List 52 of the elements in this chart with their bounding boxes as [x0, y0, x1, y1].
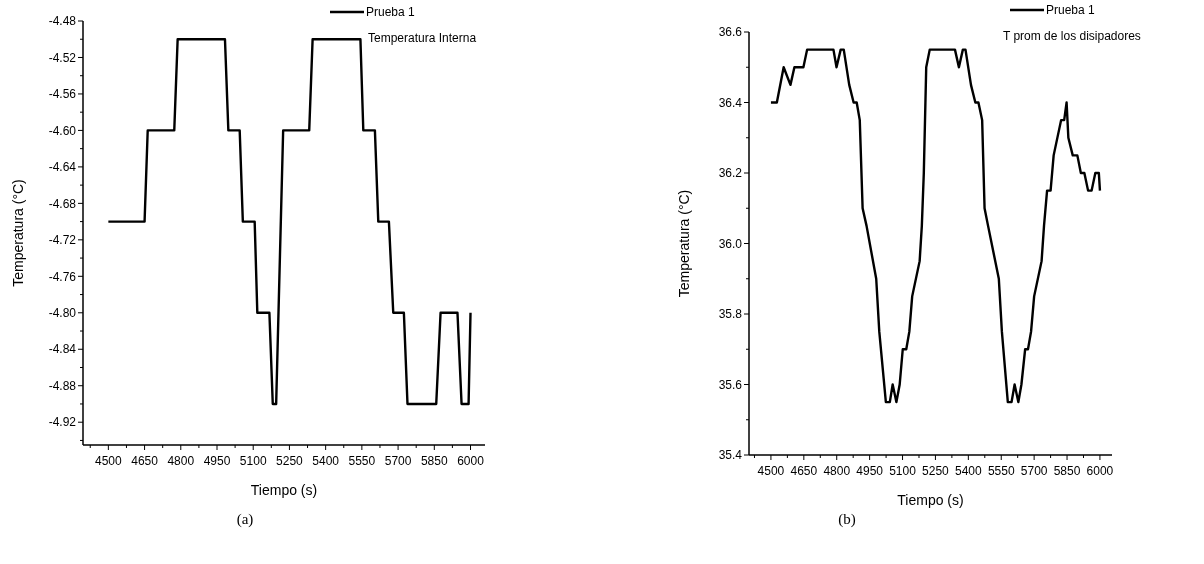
x-tick-label: 4500: [95, 454, 123, 468]
y-tick-label: -4.76: [48, 269, 77, 284]
y-tick-label: 36.2: [718, 166, 743, 181]
x-tick-label: 4950: [856, 464, 884, 478]
x-tick-label: 4650: [131, 454, 159, 468]
x-tick-label: 5100: [239, 454, 267, 468]
y-tick-label: 35.8: [718, 307, 743, 322]
x-tick-label: 4650: [790, 464, 818, 478]
x-tick-label: 5550: [348, 454, 376, 468]
x-tick-label: 6000: [457, 454, 485, 468]
x-tick-label: 5100: [889, 464, 917, 478]
x-tick-label: 4950: [203, 454, 231, 468]
legend-title: T prom de los disipadores: [1003, 29, 1141, 44]
x-axis-title: Tiempo (s): [897, 492, 964, 508]
x-axis-title: Tiempo (s): [250, 482, 318, 498]
x-tick-label: 5700: [384, 454, 412, 468]
x-tick-label: 5850: [1053, 464, 1081, 478]
y-tick-label: -4.68: [48, 196, 77, 211]
y-axis-title: Temperatura (°C): [676, 189, 692, 298]
x-tick-label: 5400: [312, 454, 340, 468]
y-tick-label: -4.92: [48, 415, 77, 430]
text: (b): [838, 511, 856, 528]
y-tick-label: 36.6: [718, 25, 743, 40]
line-series: [769, 48, 1102, 404]
y-tick-label: 35.6: [718, 377, 743, 392]
legend-label: Prueba 1: [1046, 3, 1096, 18]
x-tick-label: 4800: [167, 454, 195, 468]
x-tick-label: 5550: [987, 464, 1015, 478]
x-tick-label: 4500: [757, 464, 785, 478]
x-tick-label: 6000: [1086, 464, 1114, 478]
x-tick-label: 4800: [823, 464, 851, 478]
y-tick-label: -4.48: [48, 14, 77, 29]
legend-label: Prueba 1: [366, 5, 416, 20]
y-axis-title: Temperatura (°C): [10, 179, 26, 287]
y-tick-label: -4.56: [48, 87, 77, 102]
y-tick-label: -4.60: [48, 123, 77, 138]
legend-title: Temperatura Interna: [368, 31, 477, 46]
x-tick-label: 5700: [1020, 464, 1048, 478]
y-tick-label: -4.64: [48, 160, 77, 175]
y-tick-label: 36.0: [718, 236, 743, 251]
x-tick-label: 5250: [922, 464, 950, 478]
y-tick-label: -4.88: [48, 378, 77, 393]
x-tick-label: 5250: [276, 454, 304, 468]
x-tick-label: 5400: [954, 464, 983, 478]
y-tick-label: 35.4: [718, 448, 743, 463]
y-tick-label: -4.80: [48, 305, 77, 320]
y-tick-label: -4.84: [48, 342, 77, 357]
y-tick-label: -4.72: [48, 233, 77, 248]
y-tick-label: -4.52: [48, 50, 77, 65]
y-tick-label: 36.4: [718, 95, 743, 110]
x-tick-label: 5850: [420, 454, 448, 468]
text: (a): [236, 511, 254, 528]
